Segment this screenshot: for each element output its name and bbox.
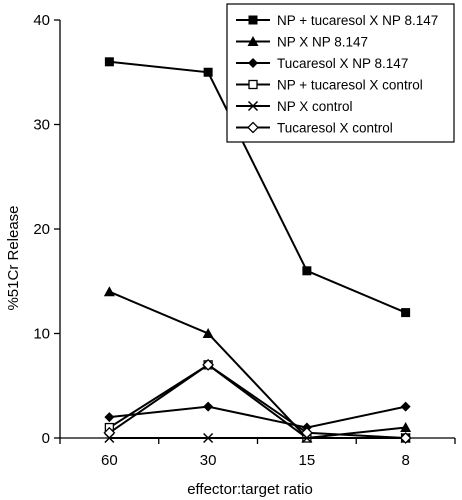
y-axis-label: %51Cr Release: [5, 205, 22, 310]
data-point: [203, 67, 213, 77]
data-point: [104, 57, 114, 67]
series-line: [108, 363, 406, 439]
data-point: [203, 432, 214, 444]
legend-item: NP + tucaresol X control: [236, 78, 423, 93]
y-tick-label: 40: [33, 12, 50, 29]
legend-marker: [247, 36, 259, 46]
legend: NP + tucaresol X NP 8.147 NP X NP 8.147 Tu…: [226, 3, 455, 143]
legend-label: Tucaresol X NP 8.147: [277, 56, 408, 71]
legend-label: Tucaresol X control: [277, 121, 393, 136]
y-tick-label: 10: [33, 326, 50, 343]
x-tick-label: 8: [401, 452, 409, 469]
data-point: [103, 426, 116, 439]
legend-marker: [248, 58, 258, 68]
series-2: [103, 286, 412, 443]
y-tick-label: 20: [33, 221, 50, 238]
series-line: [109, 60, 407, 314]
x-tick-label: 15: [299, 452, 316, 469]
data-point: [400, 401, 411, 412]
series-1: [104, 57, 411, 318]
data-point: [401, 308, 411, 318]
series-4: [104, 360, 411, 443]
legend-label: NP + tucaresol X control: [277, 78, 423, 93]
x-tick-label: 60: [101, 452, 118, 469]
legend-marker: [247, 100, 259, 112]
legend-marker: [248, 15, 258, 25]
data-point: [300, 426, 313, 439]
data-point: [400, 422, 412, 433]
data-point: [202, 328, 214, 338]
x-axis-label: effector:target ratio: [187, 481, 313, 498]
series-3: [104, 401, 411, 433]
legend-marker: [248, 79, 258, 90]
legend-label: NP + tucaresol X NP 8.147: [277, 13, 438, 28]
legend-item: NP + tucaresol X NP 8.147: [236, 13, 438, 28]
data-point: [103, 286, 115, 297]
legend-label: NP X NP 8.147: [277, 35, 368, 50]
y-tick-label: 30: [33, 117, 50, 134]
legend-item: Tucaresol X NP 8.147: [236, 56, 408, 71]
x-tick-label: 30: [200, 452, 217, 469]
series-line: [108, 290, 406, 440]
series-line: [109, 405, 406, 429]
legend-box: [226, 3, 455, 143]
y-tick-label: 0: [42, 430, 50, 447]
series-6: [103, 358, 412, 444]
data-point: [399, 432, 412, 444]
legend-item: Tucaresol X control: [236, 121, 393, 136]
data-point: [104, 412, 115, 423]
data-point: [302, 266, 312, 276]
data-point: [203, 401, 214, 412]
legend-item: NP X control: [236, 99, 353, 114]
legend-item: NP X NP 8.147: [236, 35, 368, 50]
series-layer: [103, 57, 412, 444]
legend-marker: [247, 121, 259, 134]
legend-label: NP X control: [277, 99, 353, 114]
data-point: [202, 358, 215, 371]
